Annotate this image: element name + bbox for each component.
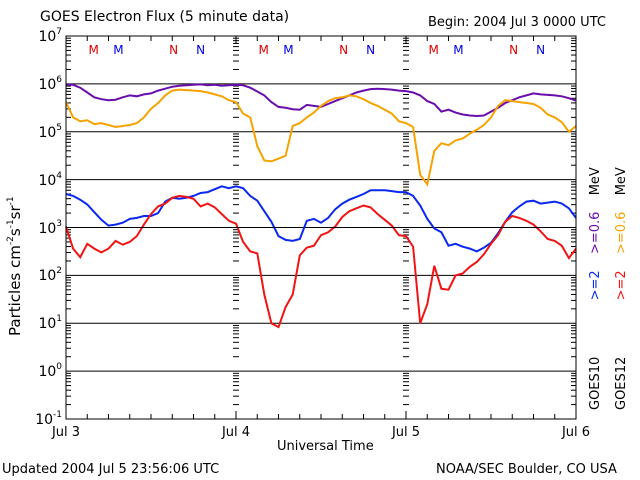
x-tick-label: Jul 5 [391,425,421,440]
legend-goes12: GOES12 >=2 >=0.6 MeV [614,167,629,410]
chart-title: GOES Electron Flux (5 minute data) [40,9,290,25]
legend-goes12-ge2: >=2 [614,270,629,301]
y-tick-label: 100 [38,362,62,381]
x-tick-label: Jul 4 [221,425,251,440]
series-lines [65,83,577,329]
credit-label: NOAA/SEC Boulder, CO USA [436,462,617,477]
y-tick-label: 103 [38,218,62,237]
x-axis-title: Universal Time [277,439,374,454]
x-tick-label: Jul 3 [51,425,81,440]
y-tick-label: 101 [38,314,62,333]
y-tick-label: 10-1 [35,410,62,428]
x-tick-label: Jul 6 [561,425,591,440]
event-marker-n: N [536,43,545,57]
series-line-goes12-0-6-mev [65,88,577,187]
event-marker-m: M [283,43,293,57]
y-tick-label: 102 [38,266,62,285]
legend-goes12-ge06: >=0.6 [614,211,629,255]
event-marker-n: N [196,43,205,57]
updated-label: Updated 2004 Jul 5 23:56:06 UTC [2,462,220,477]
event-marker-m: M [453,43,463,57]
legend-goes10-label: GOES10 [588,356,603,410]
y-axis-title: Particles cm-2s-1sr-1 [6,196,24,336]
axis-ticks [65,36,577,419]
y-tick-label: 106 [38,74,62,93]
event-marker-n: N [169,43,178,57]
plot-frame [65,35,577,420]
event-marker-m: M [428,43,438,57]
event-marker-m: M [113,43,123,57]
legend-goes10-ge06: >=0.6 [588,211,603,255]
y-axis-sup: -1 [6,219,16,229]
y-tick-label: 104 [38,170,62,189]
y-axis-sup: -2 [6,236,16,246]
y-axis-sr: sr [6,205,24,220]
event-marker-m: M [258,43,268,57]
legend-goes10: GOES10 >=2 >=0.6 MeV [588,167,603,410]
event-marker-m: M [88,43,98,57]
y-axis-s: s [6,228,24,237]
event-marker-n: N [339,43,348,57]
series-line-goes10-2-mev [65,185,577,253]
legend-mev-2: MeV [614,167,629,196]
y-tick-label: 105 [38,122,62,141]
legend-mev-1: MeV [588,167,603,196]
event-marker-n: N [509,43,518,57]
series-line-goes10-0-6-mev [66,83,577,118]
series-line-goes12-2-mev [65,194,577,329]
legend-goes10-ge2: >=2 [588,270,603,301]
y-axis-sup: -1 [6,196,16,206]
y-tick-label: 107 [38,27,62,45]
event-marker-n: N [366,43,375,57]
begin-label: Begin: 2004 Jul 3 0000 UTC [428,15,606,30]
y-axis-title-text: Particles cm [6,245,24,336]
legend-goes12-label: GOES12 [614,356,629,410]
